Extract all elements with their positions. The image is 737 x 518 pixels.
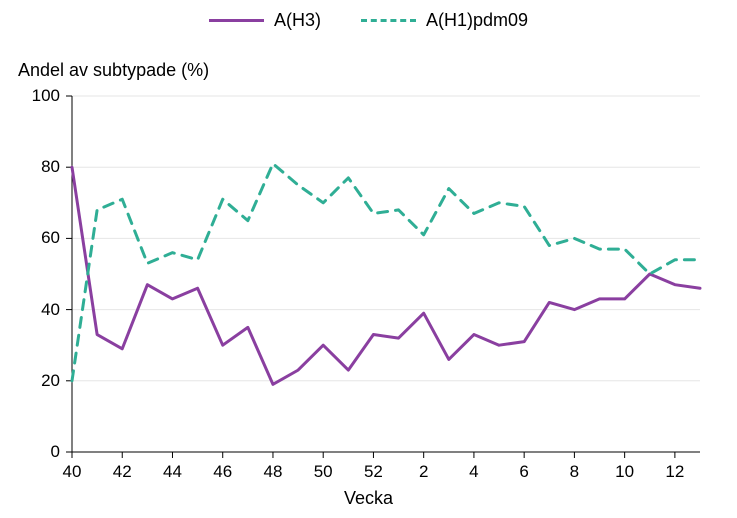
- series-A(H3): [72, 167, 700, 384]
- y-tick-label: 100: [32, 86, 60, 106]
- x-tick-label: 2: [412, 462, 436, 482]
- y-tick-label: 60: [41, 228, 60, 248]
- x-tick-label: 6: [512, 462, 536, 482]
- legend: A(H3) A(H1)pdm09: [0, 0, 737, 40]
- legend-swatch-ah1: [361, 19, 416, 22]
- x-tick-label: 50: [311, 462, 335, 482]
- line-chart: A(H3) A(H1)pdm09 Andel av subtypade (%) …: [0, 0, 737, 518]
- legend-item-ah1: A(H1)pdm09: [361, 10, 528, 31]
- x-tick-label: 52: [361, 462, 385, 482]
- x-tick-label: 8: [562, 462, 586, 482]
- y-axis-title: Andel av subtypade (%): [18, 60, 209, 81]
- y-tick-label: 0: [51, 442, 60, 462]
- x-axis-title: Vecka: [0, 488, 737, 509]
- legend-item-ah3: A(H3): [209, 10, 321, 31]
- legend-label-ah1: A(H1)pdm09: [426, 10, 528, 31]
- series-A(H1)pdm09: [72, 164, 700, 381]
- y-tick-label: 80: [41, 157, 60, 177]
- x-tick-label: 44: [160, 462, 184, 482]
- x-tick-label: 4: [462, 462, 486, 482]
- legend-swatch-ah3: [209, 19, 264, 22]
- x-tick-label: 42: [110, 462, 134, 482]
- x-tick-label: 48: [261, 462, 285, 482]
- x-tick-label: 10: [613, 462, 637, 482]
- legend-label-ah3: A(H3): [274, 10, 321, 31]
- x-tick-label: 40: [60, 462, 84, 482]
- x-tick-label: 46: [211, 462, 235, 482]
- y-tick-label: 20: [41, 371, 60, 391]
- x-tick-label: 12: [663, 462, 687, 482]
- y-tick-label: 40: [41, 300, 60, 320]
